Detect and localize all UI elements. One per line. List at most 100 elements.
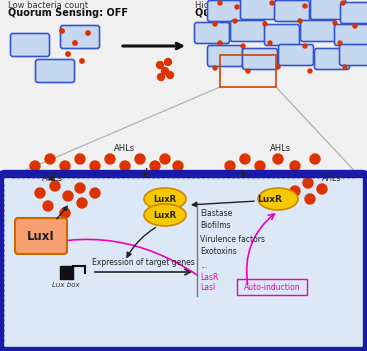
Text: AHLs: AHLs: [269, 144, 291, 153]
Circle shape: [167, 72, 174, 79]
Circle shape: [233, 19, 237, 23]
Circle shape: [75, 183, 85, 193]
Text: High bacteria count: High bacteria count: [195, 1, 278, 10]
Text: AHLs: AHLs: [42, 174, 63, 183]
Circle shape: [338, 41, 342, 45]
Circle shape: [333, 21, 337, 25]
FancyArrowPatch shape: [143, 168, 147, 177]
Text: ...: ...: [200, 260, 207, 270]
Circle shape: [353, 24, 357, 28]
Circle shape: [283, 194, 293, 204]
Text: LuxR: LuxR: [258, 194, 283, 204]
Ellipse shape: [144, 204, 186, 226]
Circle shape: [60, 208, 70, 218]
Text: Auto-induction: Auto-induction: [244, 283, 300, 291]
Circle shape: [240, 154, 250, 164]
FancyBboxPatch shape: [15, 218, 67, 254]
Circle shape: [35, 188, 45, 198]
Circle shape: [77, 198, 87, 208]
Circle shape: [303, 44, 307, 48]
Text: Lux box: Lux box: [52, 282, 80, 288]
FancyArrowPatch shape: [241, 170, 246, 177]
Circle shape: [86, 31, 90, 35]
FancyBboxPatch shape: [275, 0, 309, 21]
Ellipse shape: [258, 188, 298, 210]
Text: LuxI: LuxI: [27, 230, 55, 243]
Circle shape: [50, 181, 60, 191]
Text: Biofilms: Biofilms: [200, 221, 230, 231]
FancyBboxPatch shape: [195, 22, 229, 44]
FancyBboxPatch shape: [0, 174, 367, 351]
FancyBboxPatch shape: [265, 25, 299, 46]
Circle shape: [66, 52, 70, 56]
Circle shape: [341, 1, 345, 5]
Circle shape: [298, 19, 302, 23]
Circle shape: [235, 5, 239, 9]
Circle shape: [80, 59, 84, 63]
Circle shape: [60, 161, 70, 171]
Circle shape: [241, 44, 245, 48]
FancyBboxPatch shape: [243, 48, 277, 69]
FancyArrowPatch shape: [192, 201, 254, 207]
FancyBboxPatch shape: [310, 0, 345, 20]
Circle shape: [213, 66, 217, 70]
Circle shape: [120, 161, 130, 171]
Circle shape: [43, 201, 53, 211]
Circle shape: [218, 41, 222, 45]
FancyBboxPatch shape: [11, 33, 50, 57]
FancyBboxPatch shape: [341, 2, 367, 24]
FancyBboxPatch shape: [36, 60, 75, 82]
FancyBboxPatch shape: [339, 45, 367, 66]
Text: Expression of target genes: Expression of target genes: [92, 258, 195, 267]
Circle shape: [263, 22, 267, 26]
Circle shape: [73, 41, 77, 45]
Circle shape: [90, 188, 100, 198]
Circle shape: [164, 59, 171, 66]
Text: Quorum Sensing: OFF: Quorum Sensing: OFF: [8, 8, 128, 18]
Circle shape: [290, 186, 300, 196]
FancyBboxPatch shape: [240, 0, 276, 20]
Circle shape: [303, 4, 307, 8]
FancyBboxPatch shape: [315, 48, 349, 69]
Text: AHLs: AHLs: [322, 174, 341, 183]
FancyBboxPatch shape: [279, 45, 313, 66]
Text: Quorum Sensing: ON: Quorum Sensing: ON: [195, 8, 310, 18]
Circle shape: [156, 61, 164, 68]
Circle shape: [290, 161, 300, 171]
Text: Exotoxins: Exotoxins: [200, 247, 237, 257]
Circle shape: [75, 154, 85, 164]
FancyBboxPatch shape: [207, 0, 243, 21]
Circle shape: [160, 154, 170, 164]
Text: AHLs: AHLs: [115, 144, 135, 153]
Circle shape: [246, 69, 250, 73]
FancyBboxPatch shape: [334, 25, 367, 46]
FancyBboxPatch shape: [207, 46, 243, 66]
Circle shape: [310, 154, 320, 164]
Text: Low bacteria count: Low bacteria count: [8, 1, 88, 10]
FancyBboxPatch shape: [301, 20, 335, 41]
Circle shape: [343, 65, 347, 69]
Circle shape: [60, 29, 64, 33]
Circle shape: [268, 41, 272, 45]
FancyArrowPatch shape: [49, 172, 55, 180]
Circle shape: [63, 191, 73, 201]
Circle shape: [213, 22, 217, 26]
Circle shape: [105, 154, 115, 164]
Circle shape: [45, 154, 55, 164]
Text: LuxR: LuxR: [153, 194, 177, 204]
Circle shape: [273, 154, 283, 164]
Ellipse shape: [144, 188, 186, 210]
Circle shape: [276, 65, 280, 69]
Circle shape: [90, 161, 100, 171]
Circle shape: [218, 1, 222, 5]
Bar: [60, 266, 73, 279]
Circle shape: [225, 161, 235, 171]
Circle shape: [303, 178, 313, 188]
Circle shape: [135, 154, 145, 164]
Circle shape: [317, 184, 327, 194]
Circle shape: [255, 161, 265, 171]
Circle shape: [308, 69, 312, 73]
Text: Virulence factors: Virulence factors: [200, 234, 265, 244]
Circle shape: [161, 67, 168, 74]
Text: LasI: LasI: [200, 284, 215, 292]
